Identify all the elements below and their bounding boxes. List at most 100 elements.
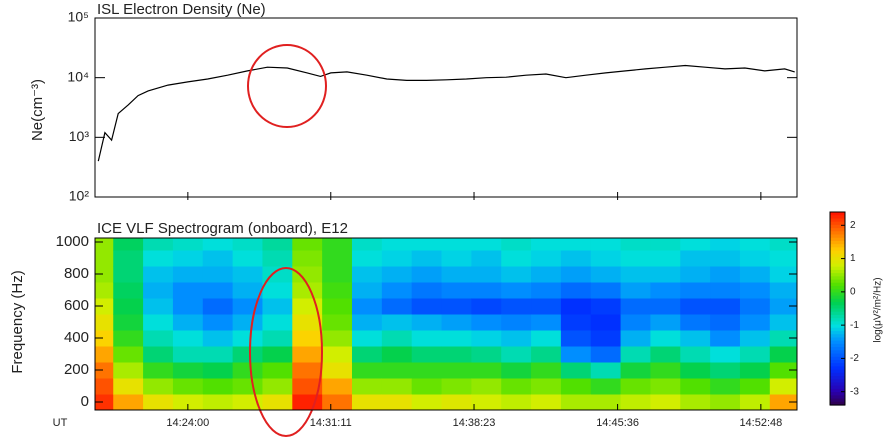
spectrogram-cell xyxy=(322,378,353,395)
spectrogram-cell xyxy=(113,314,144,331)
spectrogram-cell xyxy=(411,266,443,283)
spectrogram-cell xyxy=(351,282,383,299)
spectrogram-cell xyxy=(680,362,711,379)
spectrogram-cell xyxy=(95,330,114,347)
spectrogram-cell xyxy=(232,378,263,395)
y-tick-label: 200 xyxy=(64,361,89,378)
x-axis-label: UT xyxy=(53,417,68,429)
spectrogram-cell xyxy=(143,250,174,267)
spectrogram-cell xyxy=(560,314,592,331)
spectrogram-cell xyxy=(471,394,502,410)
colorbar-swatch xyxy=(830,269,845,274)
spectrogram-cell xyxy=(501,266,532,283)
spectrogram-cell xyxy=(769,298,797,315)
spectrogram-cell xyxy=(351,238,383,251)
spectrogram-cell xyxy=(232,238,263,251)
spectrogram-cell xyxy=(411,330,443,347)
spectrogram-cell xyxy=(411,238,443,251)
colorbar-swatch xyxy=(830,382,845,387)
spectrogram-cell xyxy=(411,394,443,410)
spectrogram-cell xyxy=(680,298,711,315)
colorbar-swatch xyxy=(830,279,845,284)
colorbar-swatch xyxy=(830,298,845,303)
spectrogram-cell xyxy=(531,330,562,347)
spectrogram-cell xyxy=(322,394,353,410)
spectrogram-cell xyxy=(739,378,771,395)
colorbar-swatch xyxy=(830,388,845,393)
top-y-label: Ne(cm⁻³) xyxy=(29,79,46,141)
spectrogram-cell xyxy=(292,266,323,283)
spectrogram-cell xyxy=(172,298,204,315)
colorbar-swatch xyxy=(830,350,845,355)
spectrogram-cell xyxy=(232,330,263,347)
spectrogram-cell xyxy=(95,314,114,331)
spectrogram-cell xyxy=(232,346,263,363)
spectrogram-cell xyxy=(680,250,711,267)
spectrogram-cell xyxy=(710,362,741,379)
spectrogram-cell xyxy=(95,362,114,379)
spectrogram-cell xyxy=(501,238,532,251)
y-tick-label: 400 xyxy=(64,329,89,346)
spectrogram-cell xyxy=(471,378,502,395)
spectrogram-cell xyxy=(292,378,323,395)
x-tick-label: 14:45:36 xyxy=(596,417,639,429)
spectrogram-cell xyxy=(680,314,711,331)
spectrogram-cell xyxy=(501,298,532,315)
spectrogram-cell xyxy=(351,362,383,379)
colorbar-tick-label: 2 xyxy=(850,220,856,231)
spectrogram-cell xyxy=(769,282,797,299)
spectrogram-cell xyxy=(262,250,293,267)
spectrogram-cell xyxy=(650,378,681,395)
spectrogram-cell xyxy=(769,266,797,283)
spectrogram-cell xyxy=(680,378,711,395)
colorbar-swatch xyxy=(830,398,845,403)
spectrogram-cell xyxy=(381,314,413,331)
colorbar-swatch xyxy=(830,218,845,223)
spectrogram-cell xyxy=(441,362,472,379)
spectrogram-cell xyxy=(351,250,383,267)
x-tick-label: 14:52:48 xyxy=(739,417,782,429)
spectrogram-cell xyxy=(531,378,562,395)
spectrogram-cell xyxy=(95,298,114,315)
spectrogram-cell xyxy=(441,298,472,315)
spectrogram-cell xyxy=(143,330,174,347)
spectrogram-cell xyxy=(471,298,502,315)
colorbar-swatch xyxy=(830,212,845,216)
spectrogram-cell xyxy=(381,250,413,267)
colorbar-swatch xyxy=(830,221,845,226)
spectrogram-cell xyxy=(739,330,771,347)
x-tick-label: 14:31:11 xyxy=(310,417,352,429)
spectrogram-cell xyxy=(739,266,771,283)
spectrogram-cell xyxy=(531,394,562,410)
spectrogram-cell xyxy=(143,282,174,299)
spectrogram-cell xyxy=(172,250,204,267)
spectrogram-cell xyxy=(202,330,234,347)
spectrogram-cell xyxy=(232,282,263,299)
spectrogram-cell xyxy=(620,250,651,267)
spectrogram-cell xyxy=(202,238,234,251)
spectrogram-cell xyxy=(411,346,443,363)
colorbar-swatch xyxy=(830,311,845,316)
spectrogram-cell xyxy=(650,250,681,267)
spectrogram-cell xyxy=(471,238,502,251)
spectrogram-cell xyxy=(172,314,204,331)
spectrogram-cell xyxy=(381,298,413,315)
colorbar-tick-label: -3 xyxy=(850,386,859,397)
spectrogram-cell xyxy=(650,282,681,299)
spectrogram-cell xyxy=(292,346,323,363)
spectrogram-cell xyxy=(710,282,741,299)
spectrogram-cell xyxy=(710,314,741,331)
spectrogram-cell xyxy=(95,394,114,410)
colorbar-frame xyxy=(829,211,846,406)
colorbar-label: log(μV²/m²/Hz) xyxy=(873,277,884,342)
spectrogram-cell xyxy=(95,238,114,251)
colorbar-tick-label: -2 xyxy=(850,353,859,364)
spectrogram-cell xyxy=(381,362,413,379)
spectrogram-cell xyxy=(172,238,204,251)
spectrogram-cell xyxy=(680,394,711,410)
colorbar-swatch xyxy=(830,253,845,258)
spectrogram-cell xyxy=(202,394,234,410)
colorbar-swatch xyxy=(830,260,845,265)
colorbar-swatch xyxy=(830,376,845,380)
